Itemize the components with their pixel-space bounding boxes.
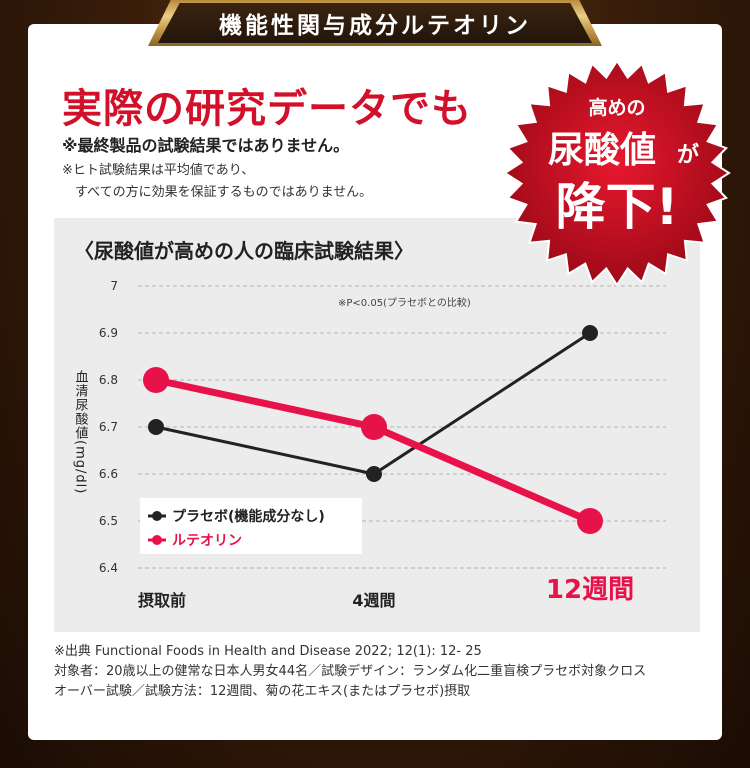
series-line bbox=[155, 331, 591, 476]
uric-acid-badge: 高めの 尿酸値 が 降下! bbox=[503, 59, 731, 287]
legend-label: ルテオリン bbox=[172, 533, 242, 549]
average-note: ※ヒト試験結果は平均値であり、 すべての方に効果を保証するものではありません。 bbox=[62, 160, 372, 204]
badge-bottom-text: 降下! bbox=[556, 178, 679, 236]
starburst-shape bbox=[503, 59, 731, 287]
footnote-source: ※出典 Functional Foods in Health and Disea… bbox=[54, 644, 482, 659]
x-tick-label: 摂取前 bbox=[138, 591, 186, 610]
legend: プラセボ(機能成分なし) ルテオリン bbox=[140, 498, 362, 554]
data-point bbox=[582, 325, 598, 341]
top-banner: 機能性関与成分ルテオリン bbox=[148, 0, 602, 46]
y-tick-label: 6.4 bbox=[99, 561, 118, 575]
disclaimer-note: ※最終製品の試験結果ではありません。 bbox=[62, 136, 350, 155]
series-lines bbox=[143, 325, 603, 534]
line-chart: 〈尿酸値が高めの人の臨床試験結果〉 ※P<0.05(プラセボとの比較) 血清尿酸… bbox=[73, 239, 666, 610]
data-point bbox=[361, 414, 387, 440]
y-tick-label: 6.5 bbox=[99, 514, 118, 528]
banner-inner bbox=[158, 3, 592, 43]
badge-particle-text: が bbox=[677, 142, 699, 168]
significance-annotation: ※P<0.05(プラセボとの比較) bbox=[338, 296, 471, 309]
y-tick-label: 6.7 bbox=[99, 420, 118, 434]
average-note-line-2: すべての方に効果を保証するものではありません。 bbox=[75, 185, 373, 200]
legend-swatch-dot bbox=[152, 511, 162, 521]
headline: 実際の研究データでも bbox=[62, 86, 472, 132]
footnote-method: オーバー試験／試験方法：12週間、菊の花エキス(またはプラセボ)摂取 bbox=[54, 684, 471, 699]
data-point bbox=[366, 466, 382, 482]
average-note-line-1: ※ヒト試験結果は平均値であり、 bbox=[62, 163, 255, 178]
banner-title: 機能性関与成分ルテオリン bbox=[219, 13, 531, 39]
chart-title: 〈尿酸値が高めの人の臨床試験結果〉 bbox=[74, 239, 414, 263]
y-axis-label: 血清尿酸値(mg/dl) bbox=[73, 370, 89, 494]
data-point bbox=[143, 367, 169, 393]
legend-label: プラセボ(機能成分なし) bbox=[172, 508, 325, 525]
x-tick-labels: 摂取前 4週間 12週間 bbox=[138, 575, 634, 610]
legend-swatch-dot bbox=[152, 535, 162, 545]
y-tick-label: 6.8 bbox=[99, 373, 118, 387]
y-tick-label: 6.6 bbox=[99, 467, 118, 481]
badge-main-text: 尿酸値 bbox=[548, 130, 656, 171]
badge-top-text: 高めの bbox=[588, 96, 645, 119]
footnote-subjects: 対象者：20歳以上の健常な日本人男女44名／試験デザイン：ランダム化二重盲検プラ… bbox=[54, 664, 647, 679]
y-tick-label: 6.9 bbox=[99, 326, 118, 340]
x-tick-label: 12週間 bbox=[546, 575, 634, 605]
x-tick-label: 4週間 bbox=[352, 591, 395, 610]
footnote: ※出典 Functional Foods in Health and Disea… bbox=[54, 642, 646, 702]
legend-box bbox=[140, 498, 362, 554]
chart-panel: 〈尿酸値が高めの人の臨床試験結果〉 ※P<0.05(プラセボとの比較) 血清尿酸… bbox=[54, 218, 700, 632]
y-tick-labels: 6.4 6.5 6.6 6.7 6.8 6.9 7 bbox=[99, 279, 118, 575]
y-tick-label: 7 bbox=[110, 279, 118, 293]
data-point bbox=[148, 419, 164, 435]
data-point bbox=[577, 508, 603, 534]
